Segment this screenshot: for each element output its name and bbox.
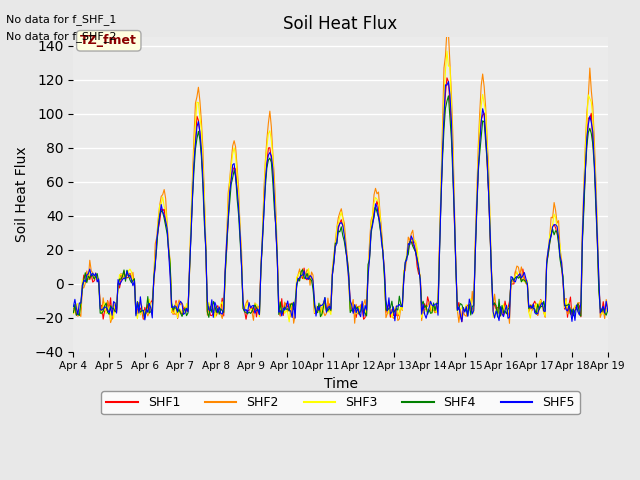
- SHF5: [577, 300, 585, 305]
- SHF3: [246, 307, 254, 313]
- SHF4: [305, 276, 312, 281]
- SHF1: [135, 310, 143, 315]
- SHF4: [141, 315, 148, 321]
- SHF2: [70, 305, 77, 311]
- SHF2: [135, 300, 143, 305]
- Line: SHF1: SHF1: [74, 78, 608, 322]
- SHF1: [255, 305, 263, 311]
- SHF2: [303, 267, 311, 273]
- SHF4: [248, 309, 256, 314]
- SHF1: [443, 75, 451, 81]
- SHF4: [70, 310, 77, 315]
- SHF4: [577, 313, 585, 319]
- SHF2: [246, 303, 254, 309]
- SHF4: [135, 304, 143, 310]
- SHF3: [255, 314, 263, 320]
- SHF5: [604, 308, 612, 314]
- Text: No data for f_SHF_1: No data for f_SHF_1: [6, 14, 116, 25]
- SHF5: [229, 162, 237, 168]
- SHF2: [506, 321, 513, 326]
- SHF1: [458, 319, 466, 324]
- Line: SHF5: SHF5: [74, 82, 608, 322]
- SHF5: [445, 79, 452, 84]
- SHF3: [285, 319, 293, 325]
- SHF3: [229, 151, 237, 157]
- Text: No data for f_SHF_2: No data for f_SHF_2: [6, 31, 117, 42]
- Text: TZ_fmet: TZ_fmet: [81, 34, 137, 47]
- SHF4: [257, 267, 265, 273]
- SHF2: [443, 27, 451, 33]
- SHF3: [443, 48, 451, 54]
- SHF1: [303, 277, 311, 283]
- Line: SHF4: SHF4: [74, 96, 608, 318]
- SHF2: [577, 301, 585, 307]
- SHF5: [458, 319, 466, 324]
- SHF5: [303, 275, 311, 281]
- SHF5: [255, 312, 263, 317]
- SHF1: [70, 310, 77, 315]
- Y-axis label: Soil Heat Flux: Soil Heat Flux: [15, 146, 29, 242]
- Title: Soil Heat Flux: Soil Heat Flux: [284, 15, 397, 33]
- SHF5: [70, 304, 77, 310]
- SHF2: [255, 312, 263, 318]
- X-axis label: Time: Time: [324, 377, 358, 391]
- SHF5: [135, 310, 143, 316]
- SHF1: [604, 305, 612, 311]
- SHF1: [577, 314, 585, 320]
- SHF3: [70, 311, 77, 316]
- SHF3: [577, 302, 585, 308]
- SHF4: [445, 93, 452, 99]
- SHF3: [305, 266, 312, 272]
- SHF5: [246, 305, 254, 311]
- SHF4: [604, 308, 612, 313]
- SHF2: [229, 143, 237, 149]
- SHF4: [230, 168, 238, 173]
- SHF2: [604, 305, 612, 311]
- SHF3: [135, 306, 143, 312]
- SHF3: [604, 309, 612, 315]
- Legend: SHF1, SHF2, SHF3, SHF4, SHF5: SHF1, SHF2, SHF3, SHF4, SHF5: [101, 391, 580, 414]
- Line: SHF3: SHF3: [74, 51, 608, 322]
- SHF1: [229, 168, 237, 173]
- SHF1: [246, 306, 254, 312]
- Line: SHF2: SHF2: [74, 30, 608, 324]
